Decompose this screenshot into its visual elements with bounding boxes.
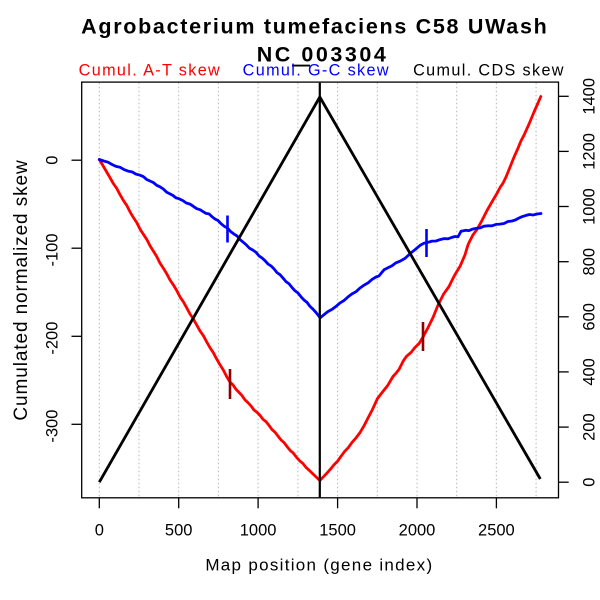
svg-text:Cumul. CDS skew: Cumul. CDS skew [413, 62, 565, 80]
svg-text:0: 0 [95, 522, 104, 540]
svg-text:1200: 1200 [581, 133, 599, 170]
svg-text:2500: 2500 [478, 522, 515, 540]
svg-text:1000: 1000 [581, 188, 599, 225]
svg-text:Cumulated normalized skew: Cumulated normalized skew [11, 159, 32, 420]
svg-text:NC 003304: NC 003304 [257, 42, 389, 66]
svg-text:1400: 1400 [581, 78, 599, 115]
svg-text:Agrobacterium tumefaciens C58: Agrobacterium tumefaciens C58 UWash [81, 14, 548, 38]
svg-text:600: 600 [581, 303, 599, 331]
svg-text:500: 500 [165, 522, 193, 540]
svg-text:Cumul. A-T skew: Cumul. A-T skew [79, 62, 221, 80]
svg-text:2000: 2000 [399, 522, 436, 540]
svg-text:1000: 1000 [240, 522, 277, 540]
svg-text:Cumul. G-C skew: Cumul. G-C skew [243, 62, 390, 80]
svg-text:-200: -200 [43, 322, 61, 355]
svg-text:-300: -300 [43, 410, 61, 443]
svg-text:800: 800 [581, 248, 599, 276]
svg-text:400: 400 [581, 358, 599, 386]
svg-text:0: 0 [43, 156, 61, 165]
svg-text:0: 0 [581, 478, 599, 487]
svg-text:-100: -100 [43, 233, 61, 266]
svg-text:Map position (gene index): Map position (gene index) [205, 556, 433, 575]
svg-text:200: 200 [581, 413, 599, 441]
svg-text:1500: 1500 [319, 522, 356, 540]
